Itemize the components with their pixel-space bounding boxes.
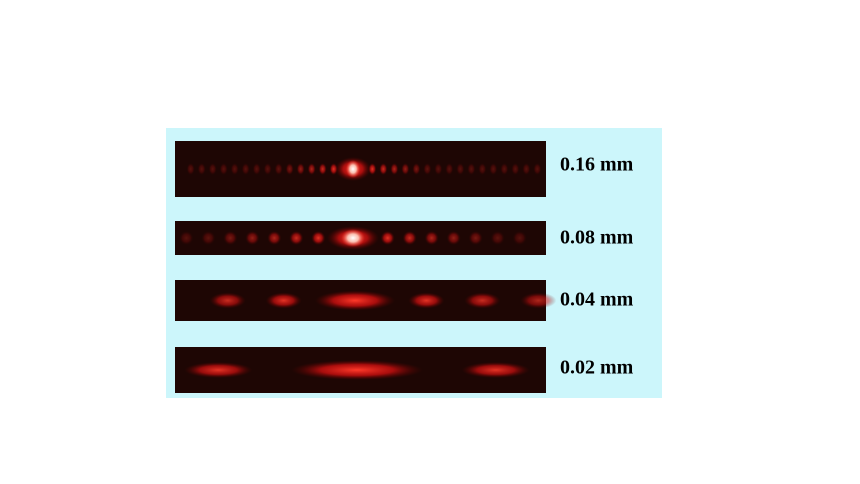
fringe [209, 292, 246, 309]
fringe [434, 163, 443, 175]
central-maximum [315, 290, 395, 311]
fringe [219, 163, 228, 175]
central-core [341, 229, 365, 247]
fringe [380, 231, 395, 245]
fringe [461, 362, 530, 378]
fringe [401, 163, 410, 175]
fringe [489, 163, 498, 175]
fringe [296, 163, 305, 175]
fringe [201, 231, 216, 245]
fringe [500, 163, 509, 175]
fringe [412, 163, 421, 175]
fringe [520, 292, 557, 309]
fringe [511, 163, 520, 175]
fringe [186, 163, 195, 175]
slit-label: 0.16 mm [560, 154, 634, 176]
central-core [345, 160, 361, 178]
fringe [265, 292, 302, 309]
fringe [490, 231, 505, 245]
fringe [464, 292, 501, 309]
patterns [175, 141, 557, 393]
fringe [468, 231, 483, 245]
fringe [390, 163, 399, 175]
fringe [533, 163, 542, 175]
slit-label: 0.04 mm [560, 289, 634, 311]
fringe [230, 163, 239, 175]
central-maximum [291, 360, 423, 380]
fringe [245, 231, 260, 245]
fringe [478, 163, 487, 175]
fringe [512, 231, 527, 245]
fringe [274, 163, 283, 175]
fringe [197, 163, 206, 175]
fringe [252, 163, 261, 175]
fringe [456, 163, 465, 175]
fringe [184, 362, 253, 378]
fringe [522, 163, 531, 175]
fringe [241, 163, 250, 175]
fringe [402, 231, 417, 245]
fringe [289, 231, 304, 245]
fringe [307, 163, 316, 175]
fringe [408, 292, 445, 309]
fringe [267, 231, 282, 245]
slit-label: 0.08 mm [560, 227, 634, 249]
fringe [285, 163, 294, 175]
fringe [423, 163, 432, 175]
fringe [467, 163, 476, 175]
fringe [311, 231, 326, 245]
fringe [445, 163, 454, 175]
fringe [179, 231, 194, 245]
fringe [379, 163, 388, 175]
fringe [263, 163, 272, 175]
fringe [424, 231, 439, 245]
fringe [318, 163, 327, 175]
fringe [223, 231, 238, 245]
fringe [208, 163, 217, 175]
fringe [446, 231, 461, 245]
slit-label: 0.02 mm [560, 357, 634, 379]
